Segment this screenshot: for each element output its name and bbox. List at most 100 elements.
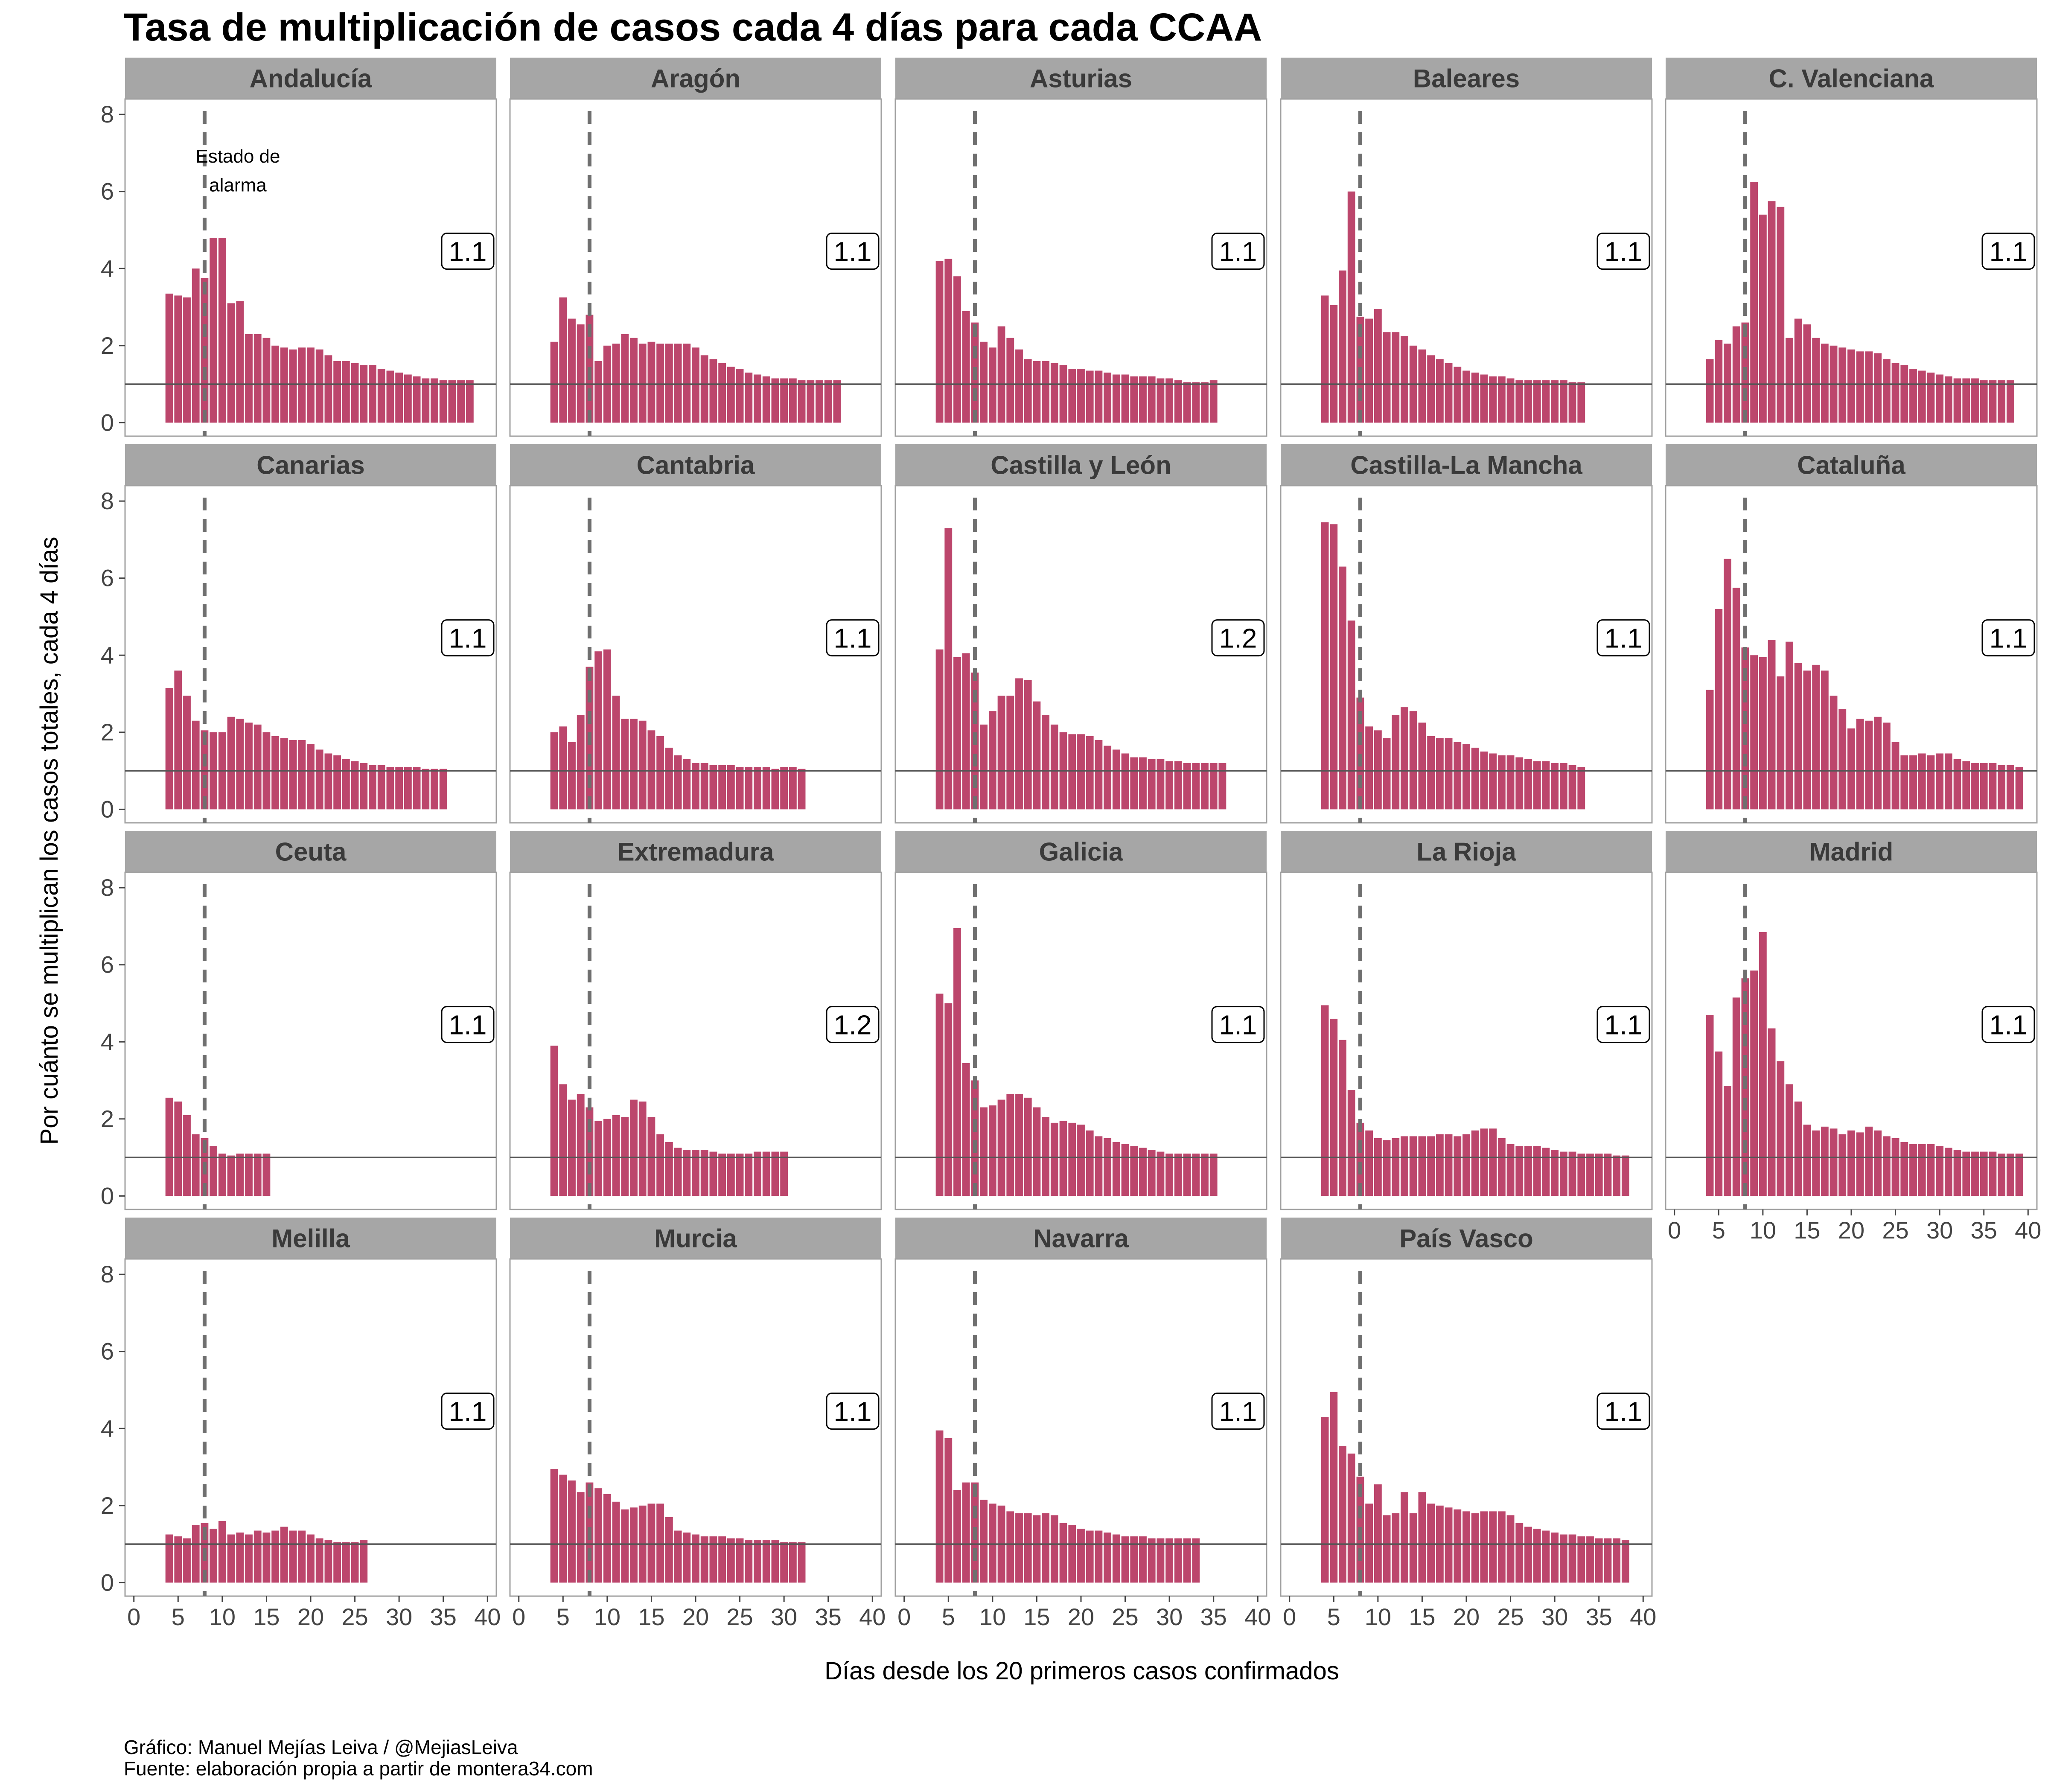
growth-label-box xyxy=(1596,1006,1650,1043)
bar xyxy=(1383,332,1391,423)
bar xyxy=(1050,1515,1058,1583)
x-tick-label: 10 xyxy=(209,1603,236,1630)
bar xyxy=(192,1524,200,1583)
bar xyxy=(638,720,647,810)
bar xyxy=(1095,1530,1103,1583)
bar xyxy=(997,1099,1005,1196)
bar xyxy=(1838,347,1847,423)
bar xyxy=(630,719,638,810)
bar xyxy=(1401,1492,1408,1583)
bar xyxy=(1462,743,1470,810)
bar xyxy=(1183,1538,1191,1583)
bar xyxy=(1803,1125,1811,1196)
bar xyxy=(665,1517,673,1583)
bar xyxy=(1436,1134,1444,1196)
bar xyxy=(754,1540,761,1583)
bar xyxy=(1568,1534,1576,1583)
bar xyxy=(692,1150,699,1196)
growth-label-box xyxy=(826,619,880,657)
bar xyxy=(1374,730,1382,810)
y-tick-label: 0 xyxy=(101,1569,114,1596)
bar xyxy=(360,364,368,423)
bar xyxy=(1856,351,1864,423)
bar xyxy=(1418,349,1426,423)
bar xyxy=(674,1530,682,1583)
bar xyxy=(665,1142,673,1196)
bar xyxy=(439,769,447,810)
bar xyxy=(962,1482,970,1583)
bar xyxy=(253,1154,262,1196)
bar xyxy=(218,1154,226,1196)
bar xyxy=(1068,1122,1076,1196)
bar xyxy=(1847,728,1855,810)
bar xyxy=(174,295,182,423)
bar xyxy=(1006,338,1014,423)
bar xyxy=(577,324,585,423)
bar xyxy=(736,1538,744,1583)
chart-title: Tasa de multiplicación de casos cada 4 d… xyxy=(124,6,1262,49)
bar xyxy=(1568,1151,1576,1196)
bar xyxy=(1847,349,1855,423)
bar xyxy=(324,1540,332,1583)
facet-strip-label: Navarra xyxy=(1033,1224,1129,1253)
bar xyxy=(1006,696,1014,810)
growth-label: 1.1 xyxy=(1990,623,2028,654)
bar xyxy=(1715,609,1723,810)
bar xyxy=(1980,380,1988,423)
bar xyxy=(1998,765,2006,810)
bar xyxy=(1059,364,1067,423)
bar xyxy=(550,1046,558,1196)
facet-strip-label: Galicia xyxy=(1039,838,1123,866)
bar xyxy=(333,755,341,810)
bar xyxy=(771,769,779,810)
bar xyxy=(1962,378,1970,423)
bar xyxy=(253,1530,262,1583)
x-axis-title: Días desde los 20 primeros casos confirm… xyxy=(824,1657,1339,1685)
bar xyxy=(183,1538,191,1583)
bar xyxy=(1891,363,1899,423)
growth-label-box xyxy=(826,233,880,270)
bar xyxy=(1201,1154,1209,1196)
facet-strip xyxy=(125,58,496,99)
x-tick-label: 40 xyxy=(1630,1603,1656,1630)
bar xyxy=(1183,1154,1191,1196)
growth-label-box xyxy=(1981,1006,2035,1043)
bar xyxy=(1409,1136,1417,1196)
bar xyxy=(1577,1536,1585,1583)
bar xyxy=(1830,1128,1838,1196)
facet-strip-label: Melilla xyxy=(271,1224,350,1253)
facet-strip-label: Canarias xyxy=(256,451,364,480)
x-tick-label: 5 xyxy=(556,1603,570,1630)
bar xyxy=(1121,753,1129,810)
bar xyxy=(935,261,944,423)
y-tick-label: 4 xyxy=(101,255,114,282)
bar xyxy=(1427,1136,1435,1196)
bar xyxy=(944,528,953,810)
x-tick-label: 30 xyxy=(771,1603,797,1630)
bar xyxy=(683,759,691,810)
bar xyxy=(1042,1513,1050,1583)
bar xyxy=(1936,1146,1944,1196)
bar xyxy=(1427,1504,1435,1583)
bar xyxy=(1006,1094,1014,1196)
facet-murcia: Murcia 1.1 0 5 10 15 20 25 30 35 40 xyxy=(509,1218,886,1630)
x-tick-label: 40 xyxy=(1244,1603,1271,1630)
x-tick-label: 0 xyxy=(127,1603,140,1630)
x-tick-label: 0 xyxy=(1668,1217,1681,1244)
bar xyxy=(210,238,218,423)
bar xyxy=(997,696,1005,810)
facets-layer: Andalucía Estado de alarma 1.1 0 2 4 6 8 Aragón 1.… xyxy=(101,58,2041,1630)
bar xyxy=(1095,1136,1103,1196)
bar xyxy=(1104,373,1112,423)
bar xyxy=(962,653,970,810)
bar xyxy=(621,1509,629,1583)
growth-label-box xyxy=(1981,619,2035,657)
bar xyxy=(1139,376,1147,423)
y-tick-label: 8 xyxy=(101,101,114,128)
bar xyxy=(1577,382,1585,423)
x-tick-label: 30 xyxy=(1541,1603,1568,1630)
facet-navarra: Navarra 1.1 0 5 10 15 20 25 30 35 40 xyxy=(894,1218,1271,1630)
bar xyxy=(1157,378,1165,423)
growth-label-box xyxy=(1596,1393,1650,1430)
bar xyxy=(718,765,726,810)
